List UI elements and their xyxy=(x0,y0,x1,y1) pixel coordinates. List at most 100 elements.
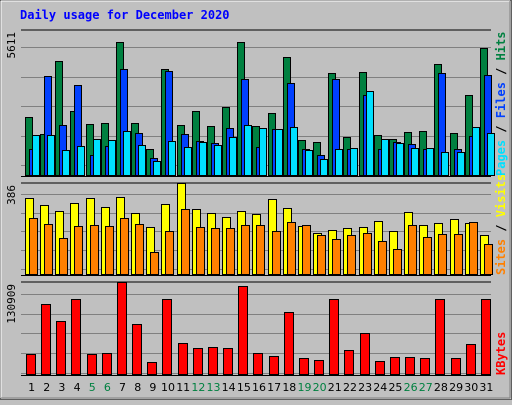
bar-kbytes-day-26 xyxy=(405,357,415,375)
bar-pages-day-13 xyxy=(214,145,222,176)
bar-sites-day-10 xyxy=(165,231,174,275)
day-label-1: 1 xyxy=(28,381,35,394)
max-value-label: 5611 xyxy=(5,32,18,59)
day-label-3: 3 xyxy=(58,381,65,394)
chart-title: Daily usage for December 2020 xyxy=(20,8,230,22)
bar-sites-day-13 xyxy=(211,228,220,275)
legend-kbytes: KBytes xyxy=(494,332,508,375)
bar-kbytes-day-15 xyxy=(238,286,248,375)
bar-sites-day-31 xyxy=(484,244,493,275)
bar-pages-day-10 xyxy=(168,141,176,176)
bar-kbytes-day-24 xyxy=(375,361,385,375)
bar-sites-day-3 xyxy=(59,238,68,275)
bar-sites-day-25 xyxy=(393,249,402,275)
day-label-23: 23 xyxy=(358,381,372,394)
day-label-29: 29 xyxy=(449,381,463,394)
day-label-26: 26 xyxy=(404,381,418,394)
bar-pages-day-5 xyxy=(93,139,101,176)
bar-sites-day-27 xyxy=(423,237,432,275)
chart-panel-2: 386 Sites / Visits xyxy=(5,174,508,276)
bar-sites-day-21 xyxy=(332,239,341,275)
bar-sites-day-24 xyxy=(378,241,387,275)
day-label-12: 12 xyxy=(191,381,205,394)
bar-kbytes-day-17 xyxy=(269,356,279,375)
bar-kbytes-day-28 xyxy=(435,299,445,375)
chart-panel-1: 5611 Pages / Files / Hits xyxy=(5,29,508,177)
bar-pages-day-12 xyxy=(199,142,207,176)
bar-sites-day-29 xyxy=(454,234,463,275)
legend-pages: Pages xyxy=(494,140,508,176)
bar-kbytes-day-13 xyxy=(208,347,218,375)
bar-kbytes-day-1 xyxy=(26,354,36,375)
bar-pages-day-6 xyxy=(108,140,116,176)
day-label-6: 6 xyxy=(104,381,111,394)
day-label-17: 17 xyxy=(267,381,281,394)
bar-sites-day-19 xyxy=(302,225,311,275)
bar-kbytes-day-23 xyxy=(360,333,370,375)
bar-kbytes-day-27 xyxy=(420,358,430,375)
legend- /: / xyxy=(494,60,508,82)
day-label-9: 9 xyxy=(149,381,156,394)
day-label-18: 18 xyxy=(282,381,296,394)
bar-pages-day-2 xyxy=(47,135,55,176)
bar-kbytes-day-7 xyxy=(117,282,127,375)
series-legend: Sites / Visits xyxy=(494,174,508,275)
bar-sites-day-30 xyxy=(469,222,478,275)
bar-pages-day-21 xyxy=(335,149,343,176)
day-label-30: 30 xyxy=(464,381,478,394)
bar-pages-day-3 xyxy=(62,150,70,176)
bar-pages-day-31 xyxy=(487,133,495,176)
legend-sites: Sites xyxy=(494,239,508,275)
legend- /: / xyxy=(494,217,508,239)
day-label-25: 25 xyxy=(388,381,402,394)
bar-pages-day-25 xyxy=(396,143,404,176)
day-label-21: 21 xyxy=(328,381,342,394)
day-label-19: 19 xyxy=(297,381,311,394)
bar-pages-day-8 xyxy=(138,145,146,176)
bar-kbytes-day-14 xyxy=(223,348,233,375)
bar-kbytes-day-31 xyxy=(481,299,491,375)
chart-panels: 5611 Pages / Files / Hits 386 Sites / Visit… xyxy=(5,29,508,376)
bar-pages-day-7 xyxy=(123,131,131,176)
bar-pages-day-23 xyxy=(366,91,374,176)
bar-sites-day-20 xyxy=(317,235,326,275)
bar-kbytes-day-2 xyxy=(41,304,51,375)
bar-pages-day-1 xyxy=(32,135,40,176)
bar-pages-day-14 xyxy=(229,137,237,176)
bar-pages-day-4 xyxy=(77,146,85,176)
max-value-label: 386 xyxy=(5,185,18,205)
bar-pages-day-30 xyxy=(472,127,480,176)
legend-files: Files xyxy=(494,82,508,118)
day-label-24: 24 xyxy=(373,381,387,394)
day-label-15: 15 xyxy=(237,381,251,394)
legend-visits: Visits xyxy=(494,174,508,217)
series-legend: KBytes xyxy=(494,332,508,375)
bar-kbytes-day-16 xyxy=(253,353,263,375)
bar-sites-day-9 xyxy=(150,252,159,275)
day-label-10: 10 xyxy=(161,381,175,394)
bar-sites-day-15 xyxy=(241,225,250,275)
bar-sites-day-16 xyxy=(256,225,265,275)
bar-sites-day-28 xyxy=(438,234,447,275)
bar-sites-day-6 xyxy=(105,226,114,275)
bar-sites-day-4 xyxy=(74,226,83,275)
legend-hits: Hits xyxy=(494,31,508,60)
bar-sites-day-14 xyxy=(226,228,235,275)
bar-kbytes-day-3 xyxy=(56,321,66,375)
bar-kbytes-day-10 xyxy=(162,299,172,375)
bar-kbytes-day-21 xyxy=(329,299,339,375)
bar-kbytes-day-9 xyxy=(147,362,157,375)
bar-pages-day-27 xyxy=(426,148,434,176)
bar-kbytes-day-5 xyxy=(87,354,97,375)
bar-kbytes-day-25 xyxy=(390,357,400,375)
bar-pages-day-11 xyxy=(184,147,192,176)
bar-pages-day-28 xyxy=(441,152,449,176)
day-label-7: 7 xyxy=(119,381,126,394)
day-label-11: 11 xyxy=(176,381,190,394)
day-label-16: 16 xyxy=(252,381,266,394)
bar-sites-day-23 xyxy=(363,233,372,275)
day-label-28: 28 xyxy=(434,381,448,394)
day-axis-labels: 1 2 3 4 5 6 7 8 9 10 11 12 13 14 15 16 17 18 19 20 21 22 23 24 2… xyxy=(28,381,493,394)
bar-pages-day-17 xyxy=(275,129,283,176)
